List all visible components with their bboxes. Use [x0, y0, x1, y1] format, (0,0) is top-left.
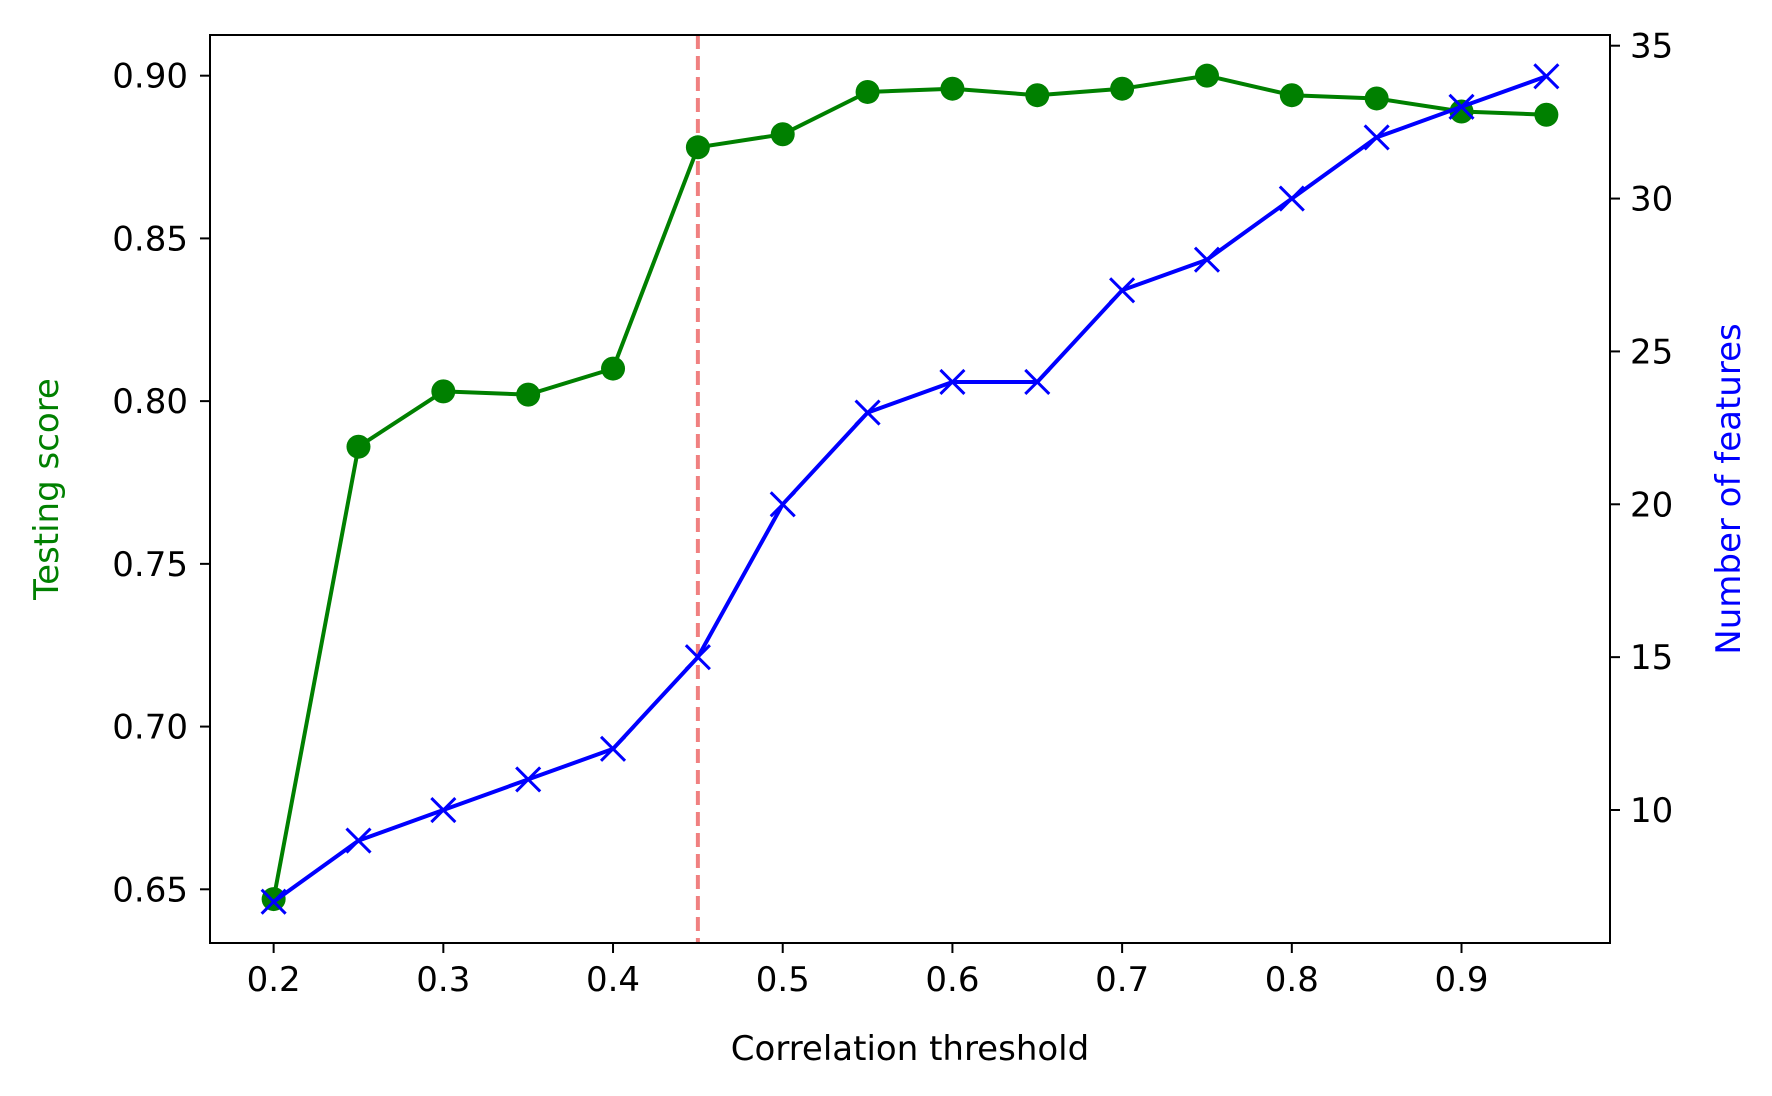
testing-score-line — [271, 73, 1547, 900]
feature-count-point — [345, 827, 372, 854]
feature-count-point — [854, 399, 881, 426]
left-y-tick-label: 0.80 — [112, 382, 188, 422]
left-y-tick-label: 0.85 — [112, 219, 188, 259]
feature-count-point — [684, 644, 711, 671]
right-y-tick-label: 30 — [1630, 180, 1673, 220]
left-y-tick-label: 0.90 — [112, 57, 188, 97]
feature-count-point — [1024, 368, 1051, 396]
testing-score-point — [1110, 76, 1135, 101]
feature-count-point — [1533, 63, 1560, 90]
feature-count-point — [769, 491, 796, 518]
x-tick-label: 0.4 — [586, 960, 640, 1000]
testing-score-point — [1534, 102, 1559, 127]
feature-count-point — [599, 735, 627, 762]
left-axis-title: Testing score — [27, 378, 67, 601]
x-tick-label: 0.8 — [1265, 960, 1319, 1000]
left-y-tick-label: 0.70 — [112, 708, 188, 748]
right-y-tick-label: 35 — [1630, 27, 1673, 67]
testing-score-point — [346, 434, 371, 459]
x-tick-label: 0.3 — [416, 960, 470, 1000]
testing-score-point — [685, 135, 710, 160]
testing-score-point — [1279, 83, 1304, 108]
feature-count-point — [1448, 93, 1475, 120]
feature-count-point — [939, 368, 966, 396]
testing-score-point — [1025, 83, 1050, 108]
feature-count-point — [1363, 124, 1390, 151]
feature-count-point — [1109, 277, 1136, 304]
x-tick-label: 0.2 — [247, 960, 301, 1000]
testing-score-point — [1364, 86, 1389, 111]
feature-count-point — [260, 888, 287, 915]
feature-count-point — [1193, 246, 1221, 273]
plot-frame — [209, 34, 1611, 944]
x-tick-label: 0.7 — [1095, 960, 1149, 1000]
feature-count-point — [430, 796, 457, 824]
testing-score-point — [1194, 63, 1219, 88]
testing-score-point — [516, 382, 541, 407]
right-y-tick-label: 20 — [1630, 485, 1673, 525]
testing-score-point — [770, 122, 795, 147]
ticks-layer: 0.2 0.3 0.4 0.5 0.6 0.7 0.8 0.9 0.65 0.70 0.75 0.80… — [112, 27, 1673, 1000]
right-y-tick-label: 10 — [1630, 791, 1673, 831]
testing-score-point — [855, 79, 880, 104]
left-y-tick-label: 0.65 — [112, 870, 188, 910]
feature-count-line — [272, 74, 1548, 904]
x-tick-label: 0.9 — [1434, 960, 1488, 1000]
testing-score-point — [601, 356, 626, 381]
x-axis-title: Correlation threshold — [731, 1029, 1089, 1069]
left-y-tick-label: 0.75 — [112, 545, 188, 585]
testing-score-point — [261, 887, 286, 912]
x-tick-label: 0.5 — [756, 960, 810, 1000]
feature-count-point — [515, 766, 542, 793]
testing-score-point — [431, 379, 456, 404]
right-y-tick-label: 25 — [1630, 332, 1673, 372]
right-axis-title: Number of features — [1709, 323, 1749, 654]
testing-score-point — [940, 76, 965, 101]
x-tick-label: 0.6 — [925, 960, 979, 1000]
right-y-tick-label: 15 — [1630, 638, 1673, 678]
series-layer — [260, 63, 1560, 915]
feature-count-point — [1278, 185, 1305, 212]
